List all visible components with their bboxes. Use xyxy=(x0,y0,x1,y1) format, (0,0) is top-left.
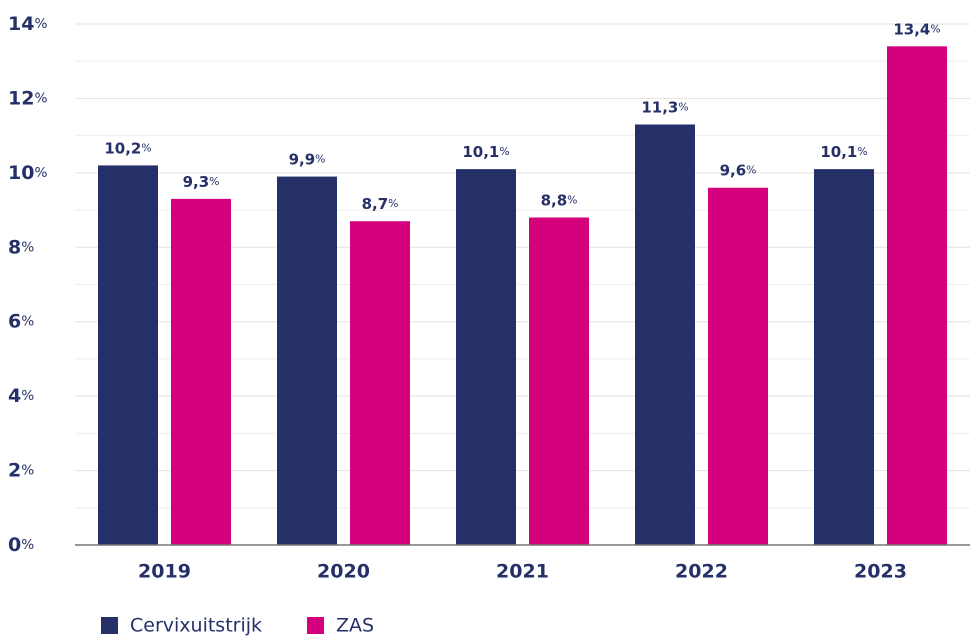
value-label: 11,3% xyxy=(641,98,688,116)
legend-label: ZAS xyxy=(336,615,374,637)
bar xyxy=(887,46,947,545)
bar xyxy=(635,124,695,545)
bar xyxy=(350,221,410,545)
bar xyxy=(814,169,874,545)
x-tick-label: 2021 xyxy=(496,561,549,583)
value-label: 13,4% xyxy=(893,20,940,38)
x-tick-label: 2022 xyxy=(675,561,728,583)
value-label: 10,1% xyxy=(820,143,867,161)
y-tick-label: 0% xyxy=(8,534,34,556)
value-label: 9,9% xyxy=(289,150,326,168)
legend-label: Cervixuitstrijk xyxy=(130,615,262,637)
bar xyxy=(708,187,768,545)
bar xyxy=(456,169,516,545)
bar xyxy=(277,176,337,546)
bar xyxy=(529,217,589,545)
x-tick-label: 2023 xyxy=(854,561,907,583)
value-label: 8,7% xyxy=(362,195,399,213)
bar xyxy=(98,165,158,545)
x-tick-label: 2019 xyxy=(138,561,191,583)
bar xyxy=(171,198,231,545)
y-tick-label: 14% xyxy=(8,13,47,35)
y-tick-label: 10% xyxy=(8,161,47,183)
y-tick-label: 4% xyxy=(8,385,34,407)
value-label: 9,6% xyxy=(720,161,757,179)
value-label: 9,3% xyxy=(183,172,220,190)
value-label: 8,8% xyxy=(541,191,578,209)
y-tick-label: 2% xyxy=(8,459,34,481)
x-tick-label: 2020 xyxy=(317,561,370,583)
y-tick-label: 6% xyxy=(8,310,34,332)
value-label: 10,2% xyxy=(104,139,151,157)
value-label: 10,1% xyxy=(462,143,509,161)
legend-swatch xyxy=(307,617,325,634)
y-tick-label: 8% xyxy=(8,236,34,258)
y-tick-label: 12% xyxy=(8,87,47,109)
legend-swatch xyxy=(101,617,118,634)
